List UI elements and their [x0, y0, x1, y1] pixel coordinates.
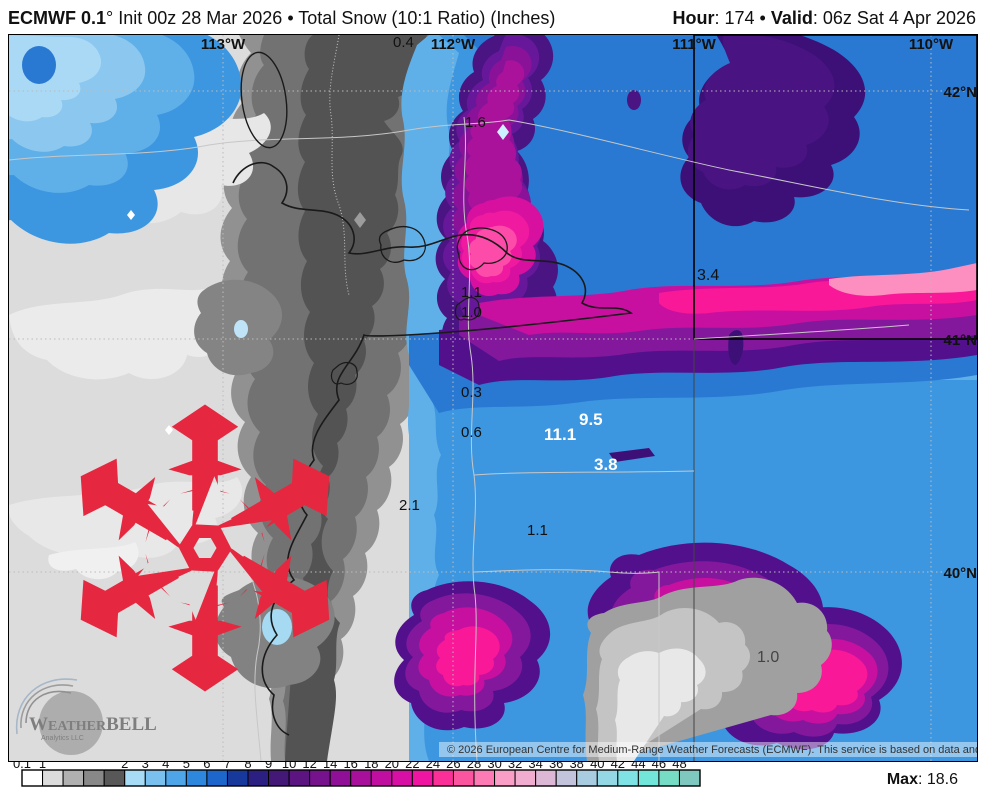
svg-text:3.4: 3.4	[697, 267, 719, 284]
svg-text:112°W: 112°W	[431, 36, 476, 53]
svg-text:0.4: 0.4	[393, 35, 414, 51]
svg-text:0.6: 0.6	[461, 424, 482, 441]
svg-text:9.5: 9.5	[579, 410, 603, 429]
svg-text:1.6: 1.6	[465, 114, 486, 131]
svg-text:3.8: 3.8	[594, 455, 618, 474]
svg-text:42°N: 42°N	[943, 84, 977, 101]
svg-text:0.3: 0.3	[461, 384, 482, 401]
svg-text:41°N: 41°N	[943, 332, 977, 349]
svg-text:2.1: 2.1	[399, 497, 420, 514]
svg-text:113°W: 113°W	[201, 36, 246, 53]
svg-text:1.1: 1.1	[527, 522, 548, 539]
svg-text:40°N: 40°N	[943, 565, 977, 582]
svg-text:© 2026 European Centre for Med: © 2026 European Centre for Medium-Range …	[447, 744, 977, 756]
svg-text:Max: 18.6: Max: 18.6	[887, 771, 958, 788]
svg-text:110°W: 110°W	[909, 36, 954, 53]
svg-text:1.0: 1.0	[461, 304, 482, 321]
svg-text:1.1: 1.1	[461, 284, 482, 301]
svg-text:Analytics LLC: Analytics LLC	[41, 735, 84, 742]
svg-text:111°W: 111°W	[672, 36, 716, 53]
svg-text:11.1: 11.1	[544, 425, 576, 444]
svg-text:1.0: 1.0	[757, 649, 779, 666]
